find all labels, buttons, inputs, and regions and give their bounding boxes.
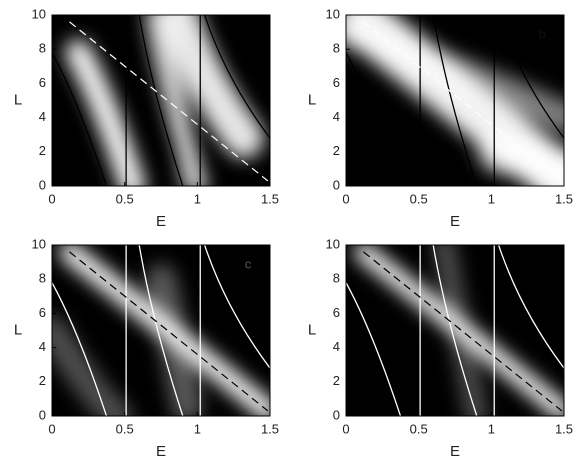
curve xyxy=(203,245,270,369)
x-axis-label: E xyxy=(450,443,460,460)
y-tick-label: 6 xyxy=(333,305,340,320)
heatmap xyxy=(346,245,564,416)
dashed-line xyxy=(69,251,269,412)
shading-band xyxy=(146,264,203,416)
curve xyxy=(346,282,402,416)
curve xyxy=(52,282,108,416)
panel-label: c xyxy=(245,256,252,271)
x-tick-label: 1 xyxy=(488,191,495,206)
curve xyxy=(138,245,184,416)
y-tick-label: 6 xyxy=(39,305,46,320)
curve xyxy=(432,15,478,186)
y-tick-label: 8 xyxy=(39,41,46,56)
y-tick-label: 0 xyxy=(333,407,340,422)
x-tick-label: 1 xyxy=(194,191,201,206)
x-tick-label: 1.5 xyxy=(555,421,573,436)
y-tick-label: 4 xyxy=(333,109,340,124)
y-axis-label: L xyxy=(14,321,22,338)
dashed-line xyxy=(363,21,563,182)
x-tick-label: 0 xyxy=(48,191,55,206)
y-axis-label: L xyxy=(14,91,22,108)
plot-frame xyxy=(345,14,565,187)
y-tick-label: 8 xyxy=(39,271,46,286)
curve xyxy=(432,245,478,416)
x-tick-label: 0 xyxy=(48,421,55,436)
x-tick-label: 0 xyxy=(342,421,349,436)
y-tick-label: 8 xyxy=(333,41,340,56)
shading-band xyxy=(478,131,564,186)
y-tick-label: 0 xyxy=(39,177,46,192)
x-tick-label: 0.5 xyxy=(410,421,428,436)
x-tick-label: 0.5 xyxy=(410,191,428,206)
x-tick-label: 1 xyxy=(488,421,495,436)
curve xyxy=(52,52,108,186)
shading-band xyxy=(433,245,488,416)
panel-label: b xyxy=(538,26,545,41)
curve xyxy=(346,52,402,186)
y-tick-label: 2 xyxy=(333,143,340,158)
x-tick-label: 0.5 xyxy=(116,421,134,436)
y-tick-label: 4 xyxy=(39,339,46,354)
shading-band xyxy=(164,15,195,186)
y-tick-label: 2 xyxy=(39,143,46,158)
y-tick-label: 8 xyxy=(333,271,340,286)
shading-band xyxy=(158,15,264,159)
y-tick-label: 4 xyxy=(39,109,46,124)
panel: 0 0.5 1 1.5 0 2 4 6 8 10 E L xyxy=(308,236,573,460)
shading-band xyxy=(52,315,133,416)
panel: 0 0.5 1 1.5 0 2 4 6 8 10 E Lc xyxy=(14,236,279,460)
panel: 0 0.5 1 1.5 0 2 4 6 8 10 E Lb xyxy=(308,6,573,230)
curve xyxy=(203,15,270,139)
heatmap xyxy=(52,245,270,416)
y-tick-label: 10 xyxy=(326,6,340,21)
plot-frame xyxy=(345,244,565,417)
curve xyxy=(138,15,184,186)
y-tick-label: 2 xyxy=(39,373,46,388)
x-tick-label: 1.5 xyxy=(261,191,279,206)
y-tick-label: 10 xyxy=(32,6,46,21)
curve xyxy=(497,15,564,139)
heatmap xyxy=(52,15,270,186)
x-axis-label: E xyxy=(156,213,166,230)
y-tick-label: 10 xyxy=(32,236,46,251)
panel: 0 0.5 1 1.5 0 2 4 6 8 10 E L xyxy=(14,6,279,230)
dashed-line xyxy=(363,251,563,412)
dashed-line xyxy=(69,21,269,182)
y-tick-label: 0 xyxy=(39,407,46,422)
x-tick-label: 1.5 xyxy=(261,421,279,436)
x-tick-label: 1.5 xyxy=(555,191,573,206)
y-tick-label: 6 xyxy=(333,75,340,90)
y-tick-label: 6 xyxy=(39,75,46,90)
plot-frame xyxy=(51,14,271,187)
heatmap xyxy=(346,15,564,186)
curve xyxy=(497,245,564,369)
x-axis-label: E xyxy=(450,213,460,230)
y-tick-label: 10 xyxy=(326,236,340,251)
x-axis-label: E xyxy=(156,443,166,460)
y-axis-label: L xyxy=(308,91,316,108)
x-tick-label: 1 xyxy=(194,421,201,436)
x-tick-label: 0 xyxy=(342,191,349,206)
y-tick-label: 0 xyxy=(333,177,340,192)
plot-frame xyxy=(51,244,271,417)
x-tick-label: 0.5 xyxy=(116,191,134,206)
y-tick-label: 2 xyxy=(333,373,340,388)
y-tick-label: 4 xyxy=(333,339,340,354)
y-axis-label: L xyxy=(308,321,316,338)
shading-band xyxy=(346,17,564,133)
